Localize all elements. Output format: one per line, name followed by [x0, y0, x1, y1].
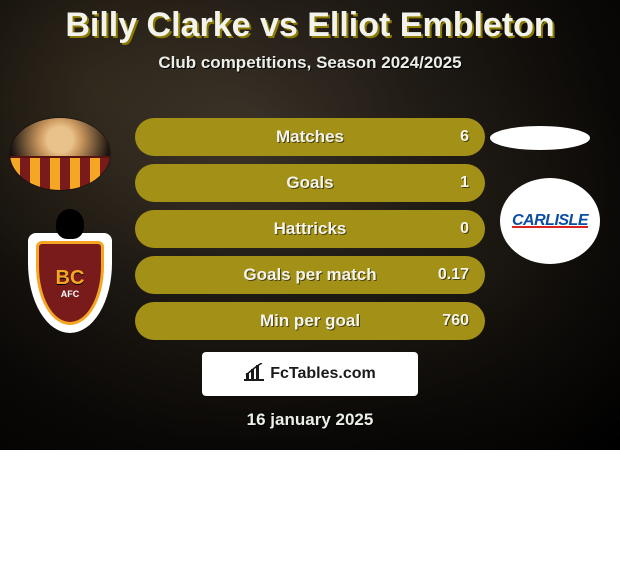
stat-value-right: 0: [460, 210, 469, 248]
date-label: 16 january 2025: [0, 410, 620, 430]
stat-value-right: 1: [460, 164, 469, 202]
stat-bar: Min per goal760: [135, 302, 485, 340]
stat-value-right: 760: [442, 302, 469, 340]
page-title: Billy Clarke vs Elliot Embleton: [0, 0, 620, 45]
player-right-avatar: [490, 126, 590, 150]
stat-bar: Matches6: [135, 118, 485, 156]
stat-label: Min per goal: [135, 302, 485, 340]
stat-bars: Matches6Goals1Hattricks0Goals per match0…: [135, 118, 485, 348]
stat-label: Goals: [135, 164, 485, 202]
stat-value-right: 6: [460, 118, 469, 156]
jersey-stripes: [10, 156, 110, 190]
comparison-card: Billy Clarke vs Elliot Embleton Club com…: [0, 0, 620, 450]
club-left-crest: BC AFC: [20, 215, 120, 335]
stat-value-right: 0.17: [438, 256, 469, 294]
stat-label: Matches: [135, 118, 485, 156]
crest-initials: BC: [20, 267, 120, 290]
fctables-logo: FcTables.com: [202, 352, 418, 396]
player-left-avatar: [10, 118, 110, 190]
crest-sub: AFC: [20, 289, 120, 299]
stat-label: Goals per match: [135, 256, 485, 294]
chart-icon: [244, 363, 264, 386]
stat-bar: Hattricks0: [135, 210, 485, 248]
stat-bar: Goals per match0.17: [135, 256, 485, 294]
club-right-crest: CARLISLE: [500, 178, 600, 264]
fctables-text: FcTables.com: [270, 365, 376, 383]
club-right-label: CARLISLE: [512, 212, 588, 230]
subtitle: Club competitions, Season 2024/2025: [0, 53, 620, 73]
crest-bantam-icon: [56, 209, 84, 239]
stat-label: Hattricks: [135, 210, 485, 248]
stat-bar: Goals1: [135, 164, 485, 202]
